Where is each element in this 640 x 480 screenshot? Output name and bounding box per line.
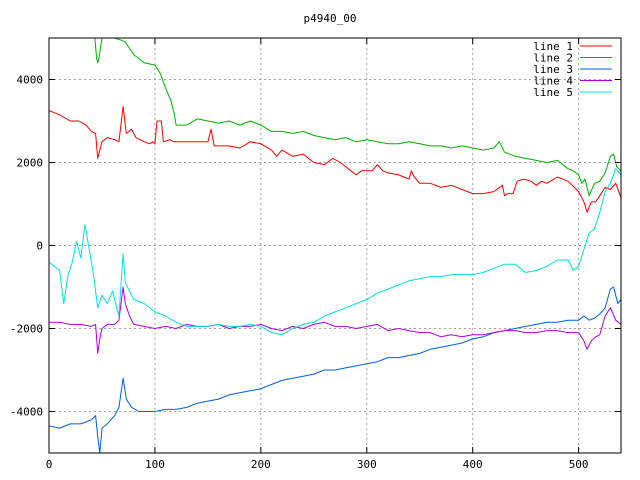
- series-line-2: [94, 38, 621, 197]
- y-tick-label: 4000: [17, 74, 44, 87]
- x-tick-label: 100: [145, 458, 165, 471]
- x-tick-label: 500: [569, 458, 589, 471]
- legend-label: line 1: [533, 40, 573, 53]
- series-line-5: [49, 168, 621, 336]
- series-line-4: [49, 286, 621, 354]
- series-group: [49, 38, 621, 453]
- grid: [49, 38, 621, 453]
- y-tick-label: 2000: [17, 157, 44, 170]
- legend-label: line 3: [533, 63, 573, 76]
- y-tick-label: -4000: [10, 406, 43, 419]
- series-line-3: [49, 286, 621, 453]
- axes: 0 100 200 300 400 500 -4000 -2000 0 2000 4000: [10, 38, 621, 471]
- x-tick-label: 300: [357, 458, 377, 471]
- legend-label: line 2: [533, 52, 573, 65]
- x-tick-label: 400: [463, 458, 483, 471]
- y-tick-label: 0: [36, 240, 43, 253]
- legend-label: line 4: [533, 75, 573, 88]
- x-tick-label: 0: [46, 458, 53, 471]
- chart-title: p4940_00: [304, 12, 357, 25]
- legend-label: line 5: [533, 86, 573, 99]
- series-line-1: [49, 106, 621, 213]
- y-tick-label: -2000: [10, 323, 43, 336]
- x-tick-label: 200: [251, 458, 271, 471]
